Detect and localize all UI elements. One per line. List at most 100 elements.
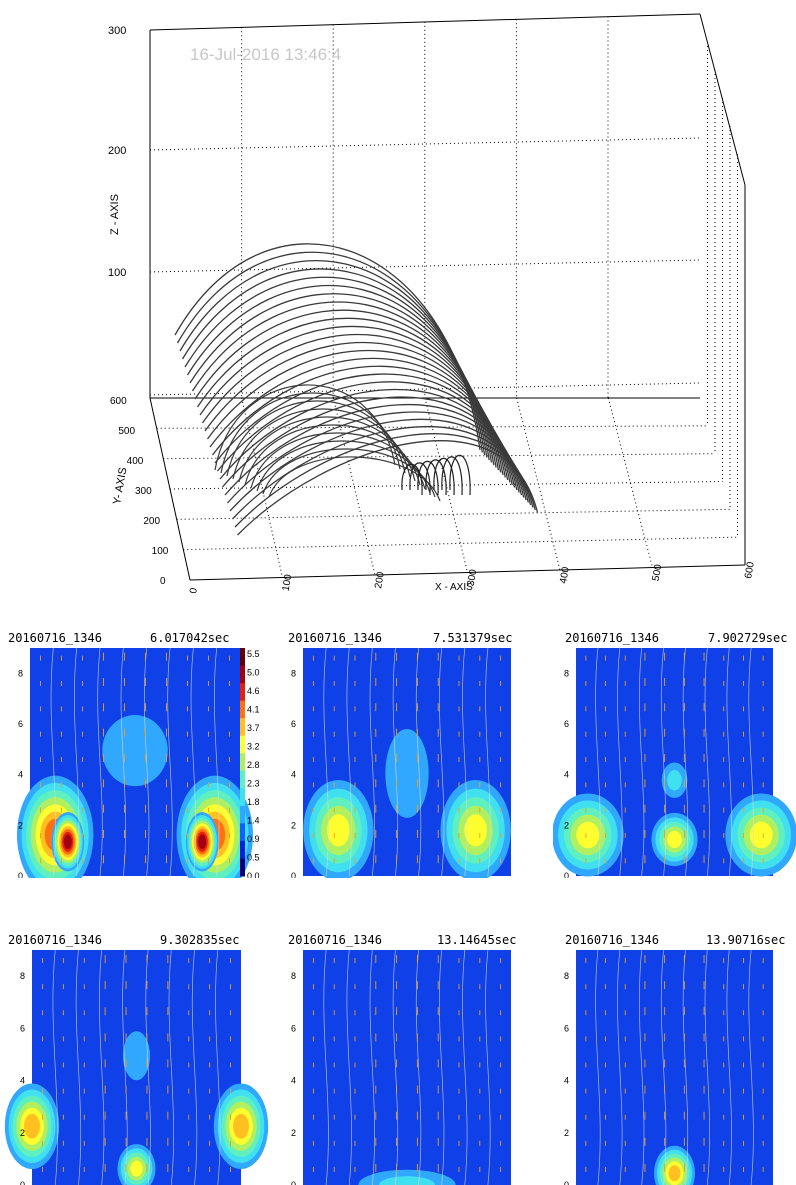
contour-line [748, 647, 754, 877]
field-line [232, 426, 534, 520]
panel-date: 20160716_1346 [8, 933, 102, 947]
y-tick-label: 4 [564, 770, 569, 780]
heatmap-contour-fill [130, 1160, 143, 1177]
y-tick-label: 6 [564, 1023, 569, 1033]
heatmap-background [303, 950, 511, 1185]
axis-ticks-3d: 300 200 100 600 500 400 300 200 100 0 0 100 200 300 40… [108, 25, 757, 595]
heatmap-plot: 8 6 4 2 0 [291, 949, 511, 1185]
contour-line [415, 949, 422, 1185]
colorbar-tick-label: 1.8 [247, 797, 260, 807]
contour-line [748, 949, 754, 1185]
box-edge [699, 13, 746, 186]
small-loop [433, 457, 455, 496]
colorbar-swatch [240, 805, 245, 824]
contour-line [50, 647, 56, 877]
colorbar-swatch [240, 858, 245, 877]
panel-time: 13.14645sec [437, 933, 517, 947]
colorbar-tick-label: 5.5 [247, 649, 260, 659]
contour-line [704, 647, 710, 877]
y-axis-label: Y- AXIS [111, 466, 129, 505]
contour-line [369, 647, 375, 877]
y-tick-label: 0 [291, 1180, 296, 1185]
timestamp-label: 16-Jul-2016 13:46:4 [190, 45, 341, 64]
contour-line [462, 949, 468, 1185]
colorbar-tick-label: 3.2 [247, 742, 260, 752]
colorbar-tick-label: 4.6 [247, 686, 260, 696]
colorbar-swatch [240, 788, 245, 807]
contour-line [99, 949, 105, 1185]
contour-line [167, 647, 173, 877]
x-tick-label: 300 [466, 568, 480, 587]
colorbar-swatch [240, 770, 245, 789]
heatmap-panel-5: 20160716_1346 13.14645sec 8 6 4 2 0 [275, 930, 535, 1185]
contour-line [346, 647, 352, 877]
y-tick-label: 2 [291, 1128, 296, 1138]
colorbar-swatch [240, 718, 245, 737]
y-tick-label: 500 [118, 426, 135, 437]
y-tick-label: 0 [160, 576, 166, 587]
contour-line [97, 647, 103, 877]
small-loop [401, 463, 423, 496]
y-tick-label: 8 [291, 668, 296, 678]
y-tick-label: 0 [20, 1180, 25, 1185]
field-line [268, 456, 441, 502]
field-line-3d-plot: 300 200 100 600 500 400 300 200 100 0 0 100 200 300 40… [108, 13, 757, 595]
colorbar-tick-label: 0.9 [247, 834, 260, 844]
heatmap-plot: 8 6 4 2 0 5.5 5.0 4.6 4.1 3.7 3.2 2.8 2.3 1.8 1.4 0.9 0.… [16, 647, 260, 878]
y-tick-label: 0 [18, 871, 23, 878]
y-tick-label: 2 [20, 1128, 25, 1138]
x-tick-label: 200 [373, 571, 387, 590]
y-tick-label: 4 [291, 1076, 296, 1086]
colorbar-tick-label: 1.4 [247, 816, 260, 826]
contour-line [75, 949, 82, 1185]
contour-line [215, 949, 221, 1185]
field-line [256, 440, 431, 494]
colorbar-swatch [240, 753, 245, 772]
colorbar-tick-label: 3.7 [247, 723, 260, 733]
contour-line [726, 949, 732, 1185]
heatmap-plot: 8 6 4 2 0 [564, 949, 773, 1185]
y-tick-label: 0 [564, 1180, 569, 1185]
y-tick-label: 0 [564, 871, 569, 878]
field-line [234, 433, 536, 528]
contour-line [190, 647, 196, 877]
x-tick-label: 400 [558, 566, 572, 585]
colorbar-swatch [240, 683, 245, 702]
y-tick-label: 6 [564, 719, 569, 729]
heatmap-contour-fill [102, 715, 168, 787]
panel-time: 7.902729sec [708, 631, 788, 645]
colorbar-tick-label: 0.5 [247, 853, 260, 863]
contour-line [726, 647, 732, 877]
heatmap-contour-fill [464, 814, 487, 847]
y-tick-label: 4 [291, 770, 296, 780]
contour-line [639, 647, 645, 877]
grid-3d [149, 13, 746, 581]
contour-line [682, 949, 689, 1185]
contour-line [439, 647, 445, 877]
heatmap-contour-fill [327, 814, 350, 847]
heatmap-contour-fill [24, 1113, 40, 1139]
y-tick-label: 200 [143, 516, 160, 527]
heatmap-plot: 8 6 4 2 0 [291, 647, 511, 878]
colorbar-tick-label: 2.3 [247, 779, 260, 789]
y-tick-label: 8 [564, 971, 569, 981]
contour-line [191, 949, 198, 1185]
contour-line [682, 647, 689, 877]
y-tick-label: 2 [564, 820, 569, 830]
contour-line [660, 647, 667, 877]
colorbar-swatch [240, 700, 245, 719]
contour-line [704, 949, 710, 1185]
small-loop [449, 454, 471, 496]
y-tick-label: 300 [135, 486, 152, 497]
contour-line [595, 647, 601, 877]
colorbar-tick-label: 5.0 [247, 668, 260, 678]
colorbar-swatch [240, 665, 245, 684]
contour-line [369, 949, 375, 1185]
grid-line [516, 397, 561, 571]
contour-line [323, 949, 329, 1185]
x-tick-label: 100 [281, 573, 295, 592]
contour-line [485, 647, 491, 877]
x-tick-label: 0 [188, 587, 200, 595]
heatmap-panel-2: 20160716_1346 7.531379sec 8 6 4 2 0 [275, 628, 535, 878]
colorbar-tick-label: 2.8 [247, 760, 260, 770]
